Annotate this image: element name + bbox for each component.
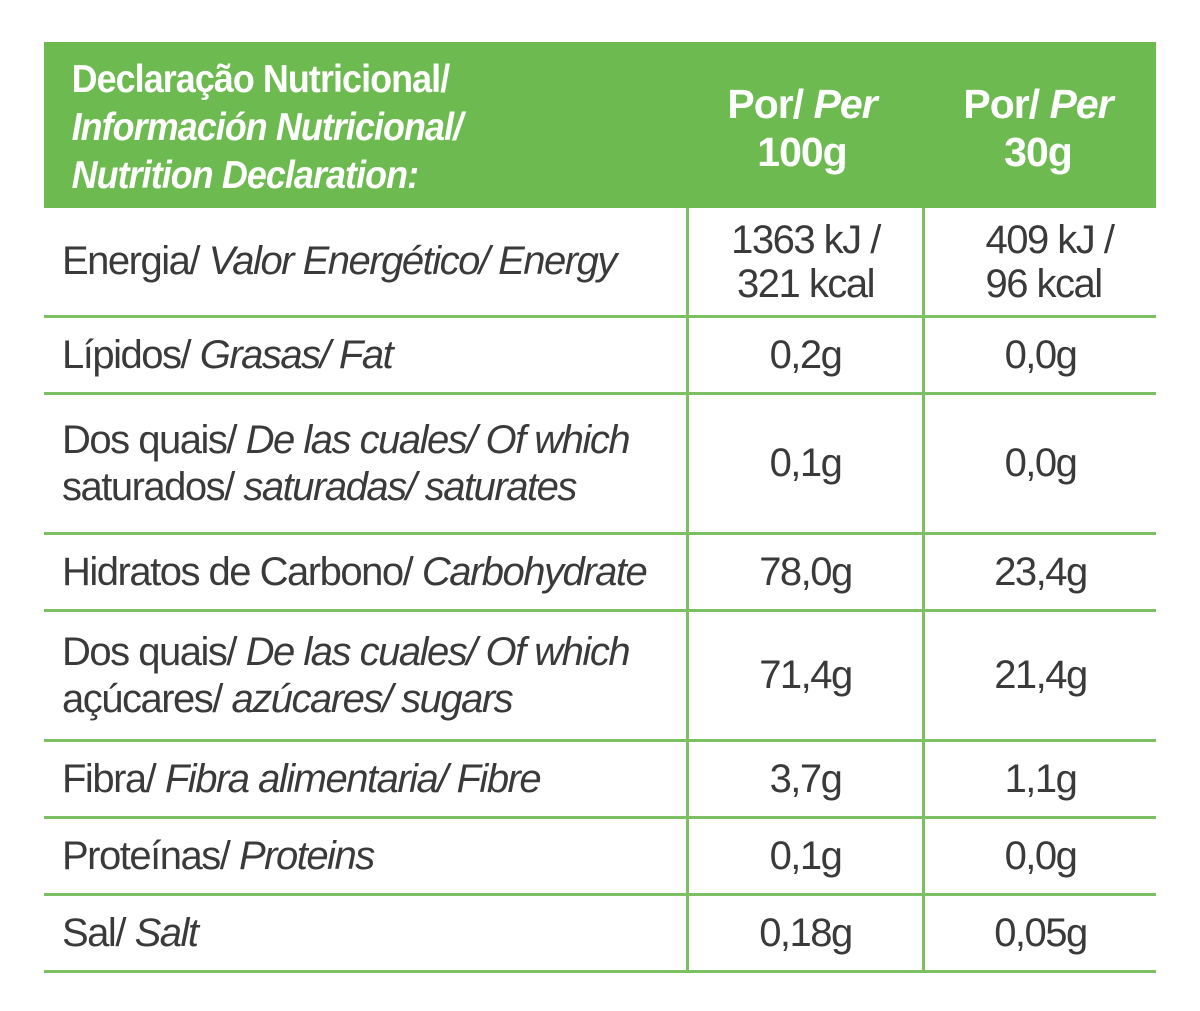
value-per-100g-fat: 0,2g: [686, 318, 922, 392]
header-per-label: Per: [1049, 81, 1114, 127]
value-per-30g-saturates: 0,0g: [922, 395, 1156, 532]
value-per-100g-carbohydrate: 78,0g: [686, 535, 922, 609]
value-per-100g-sugars: 71,4g: [686, 612, 922, 739]
label-italic: Salt: [134, 910, 199, 955]
label-regular: açúcares/: [62, 676, 223, 721]
label-regular: Proteínas/: [62, 833, 231, 878]
label-italic: De las cuales/ Of which: [245, 417, 631, 462]
label-italic: Valor Energético/ Energy: [208, 239, 618, 283]
header-title-en: Nutrition Declaration:: [71, 154, 419, 197]
label-italic: Grasas/ Fat: [199, 332, 394, 377]
row-label-text: Dos quais/ De las cuales/ Of which satur…: [62, 417, 631, 511]
header-per-30g: Por/ Per 30g: [920, 42, 1156, 208]
row-label-fibre: Fibra/ Fibra alimentaria/ Fibre: [44, 742, 686, 816]
label-regular: Fibra/: [62, 756, 157, 801]
header-por-label: Por/: [727, 81, 804, 127]
table-row-energy: Energia/ Valor Energético/ Energy 1363 k…: [44, 208, 1156, 318]
label-italic: Proteins: [238, 833, 375, 878]
label-regular: saturados/: [62, 464, 235, 509]
table-row-saturates: Dos quais/ De las cuales/ Of which satur…: [44, 395, 1156, 535]
row-label-proteins: Proteínas/ Proteins: [44, 819, 686, 893]
table-header: Declaração Nutricional/ Información Nutr…: [44, 42, 1156, 208]
header-30g-amount: 30g: [1004, 129, 1073, 175]
nutrition-table: Declaração Nutricional/ Información Nutr…: [44, 42, 1156, 973]
label-line-1: Dos quais/ De las cuales/ Of which: [62, 629, 631, 676]
label-regular: Lípidos/: [62, 332, 192, 377]
label-line-1: Dos quais/ De las cuales/ Of which: [62, 417, 631, 464]
header-per-100g: Por/ Per 100g: [684, 42, 920, 208]
header-100g-amount: 100g: [757, 129, 847, 175]
row-label-text: Dos quais/ De las cuales/ Of which açúca…: [62, 629, 631, 723]
label-regular: Energia/: [62, 239, 200, 283]
value-per-30g-carbohydrate: 23,4g: [922, 535, 1156, 609]
value-stack: 1363 kJ / 321 kcal: [731, 217, 881, 306]
label-italic: saturadas/ saturates: [243, 464, 577, 509]
table-body: Energia/ Valor Energético/ Energy 1363 k…: [44, 208, 1156, 973]
value-kcal: 321 kcal: [737, 261, 875, 306]
value-per-30g-fibre: 1,1g: [922, 742, 1156, 816]
row-label-saturates: Dos quais/ De las cuales/ Of which satur…: [44, 395, 686, 532]
row-label-text: Energia/ Valor Energético/ Energy: [62, 238, 618, 285]
header-per-label: Per: [813, 81, 878, 127]
label-italic: De las cuales/ Of which: [245, 629, 631, 674]
label-italic: Carbohydrate: [421, 549, 648, 594]
row-label-text: Proteínas/ Proteins: [62, 833, 375, 880]
value-per-30g-proteins: 0,0g: [922, 819, 1156, 893]
label-line-2: saturados/ saturadas/ saturates: [62, 464, 629, 511]
header-per-30g-label: Por/ Per: [963, 80, 1114, 128]
value-stack: 409 kJ / 96 kcal: [967, 217, 1115, 306]
value-per-30g-salt: 0,05g: [922, 896, 1156, 970]
header-per-100g-label: Por/ Per: [727, 80, 878, 128]
value-per-100g-salt: 0,18g: [686, 896, 922, 970]
table-row-sugars: Dos quais/ De las cuales/ Of which açúca…: [44, 612, 1156, 742]
value-per-30g-energy: 409 kJ / 96 kcal: [922, 208, 1156, 315]
value-per-100g-energy: 1363 kJ / 321 kcal: [686, 208, 922, 315]
header-title-es: Información Nutricional/: [71, 106, 464, 149]
row-label-text: Lípidos/ Grasas/ Fat: [62, 332, 394, 379]
row-label-text: Fibra/ Fibra alimentaria/ Fibre: [62, 756, 542, 803]
label-line-2: açúcares/ azúcares/ sugars: [62, 676, 629, 723]
table-row-fibre: Fibra/ Fibra alimentaria/ Fibre 3,7g 1,1…: [44, 742, 1156, 819]
header-title: Declaração Nutricional/ Información Nutr…: [44, 42, 633, 208]
row-label-text: Sal/ Salt: [62, 910, 199, 957]
header-title-pt: Declaração Nutricional/: [71, 58, 451, 101]
row-label-energy: Energia/ Valor Energético/ Energy: [44, 208, 686, 315]
value-per-100g-proteins: 0,1g: [686, 819, 922, 893]
table-row-carbohydrate: Hidratos de Carbono/ Carbohydrate 78,0g …: [44, 535, 1156, 612]
label-italic: azúcares/ sugars: [231, 676, 514, 721]
value-per-30g-fat: 0,0g: [922, 318, 1156, 392]
table-row-proteins: Proteínas/ Proteins 0,1g 0,0g: [44, 819, 1156, 896]
label-italic: Fibra alimentaria/ Fibre: [164, 756, 542, 801]
value-per-30g-sugars: 21,4g: [922, 612, 1156, 739]
value-kj: 1363 kJ /: [731, 217, 881, 262]
value-per-100g-saturates: 0,1g: [686, 395, 922, 532]
row-label-text: Hidratos de Carbono/ Carbohydrate: [62, 549, 648, 596]
header-por-label: Por/: [963, 81, 1040, 127]
row-label-carbohydrate: Hidratos de Carbono/ Carbohydrate: [44, 535, 686, 609]
table-row-fat: Lípidos/ Grasas/ Fat 0,2g 0,0g: [44, 318, 1156, 395]
label-regular: Dos quais/: [62, 629, 237, 674]
row-label-fat: Lípidos/ Grasas/ Fat: [44, 318, 686, 392]
label-regular: Sal/: [62, 910, 126, 955]
label-regular: Dos quais/: [62, 417, 237, 462]
row-label-salt: Sal/ Salt: [44, 896, 686, 970]
row-label-sugars: Dos quais/ De las cuales/ Of which açúca…: [44, 612, 686, 739]
label-regular: Hidratos de Carbono/: [62, 549, 414, 594]
value-per-100g-fibre: 3,7g: [686, 742, 922, 816]
table-row-salt: Sal/ Salt 0,18g 0,05g: [44, 896, 1156, 973]
value-kj: 409 kJ /: [985, 217, 1115, 262]
value-kcal: 96 kcal: [985, 261, 1103, 306]
